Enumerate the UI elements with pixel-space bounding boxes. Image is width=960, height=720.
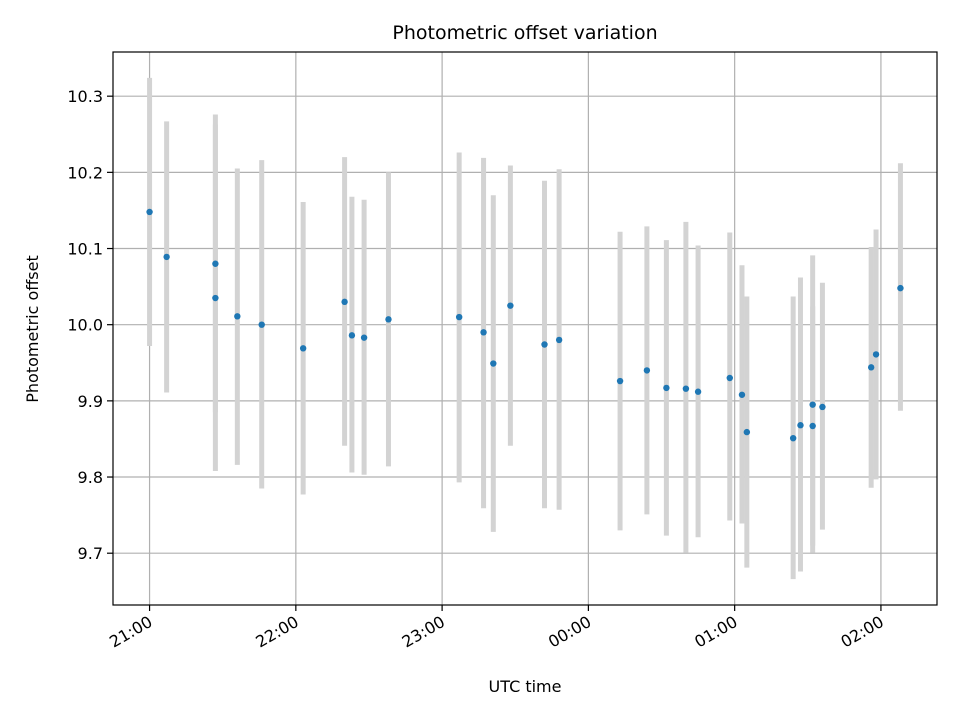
data-point: [258, 321, 265, 328]
data-point: [455, 313, 463, 321]
y-axis-label: Photometric offset: [23, 255, 42, 403]
data-point: [897, 284, 904, 292]
data-point: [341, 298, 348, 306]
data-points: [146, 208, 904, 442]
data-point: [360, 334, 368, 341]
data-point: [643, 367, 651, 374]
data-point: [480, 329, 487, 336]
data-point: [616, 377, 624, 385]
y-axis-ticks: 9.7 9.8 9.9 10.0 10.1 10.2 10.3: [67, 87, 113, 563]
x-axis-label: UTC time: [489, 677, 562, 696]
data-point: [694, 388, 702, 395]
data-point: [872, 351, 880, 358]
y-tick-label: 10.1: [67, 240, 103, 259]
data-point: [348, 332, 356, 339]
data-point: [797, 422, 804, 429]
data-point: [738, 391, 746, 398]
data-point: [385, 316, 392, 323]
data-point: [212, 294, 219, 302]
y-tick-label: 9.8: [78, 468, 103, 487]
data-point: [490, 360, 497, 367]
data-point: [663, 384, 670, 392]
data-point: [555, 336, 563, 344]
data-point: [743, 428, 751, 436]
y-tick-label: 9.7: [78, 544, 103, 563]
data-point: [789, 434, 797, 442]
data-point: [163, 253, 170, 261]
data-point: [299, 345, 307, 352]
y-tick-label: 10.0: [67, 316, 103, 335]
plot-frame: [112, 51, 938, 606]
data-point: [234, 313, 241, 320]
data-point: [819, 403, 826, 411]
y-tick-label: 9.9: [78, 392, 103, 411]
data-point: [507, 302, 514, 309]
data-point: [682, 385, 690, 392]
data-point: [212, 260, 219, 267]
y-tick-label: 10.3: [67, 87, 103, 106]
data-point: [809, 422, 816, 430]
data-point: [726, 374, 733, 382]
y-tick-label: 10.2: [67, 163, 103, 182]
data-point: [541, 341, 548, 348]
data-point: [146, 208, 153, 216]
data-point: [809, 401, 816, 408]
data-point: [867, 364, 875, 371]
chart-title: Photometric offset variation: [392, 22, 657, 44]
